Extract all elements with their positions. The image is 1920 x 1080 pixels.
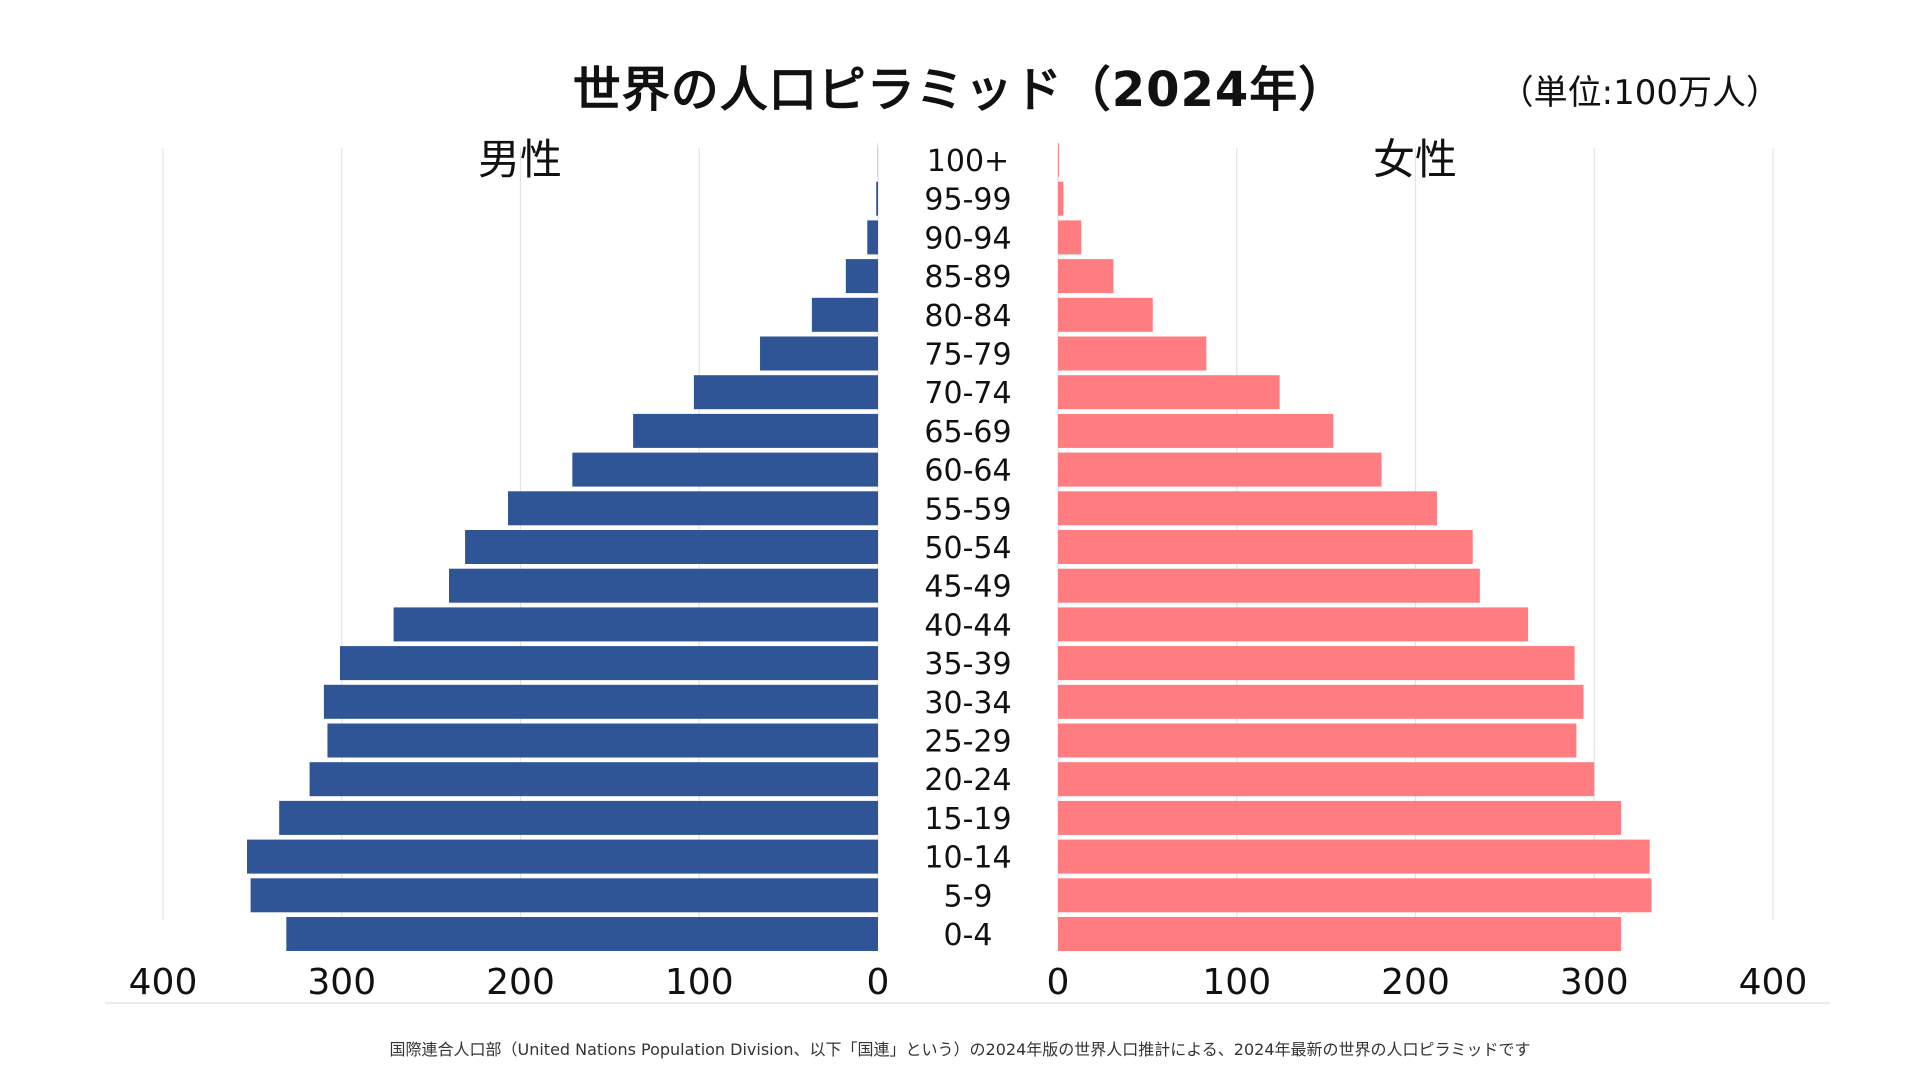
bar-female-20-24 [1058, 762, 1595, 797]
bar-male-75-79 [760, 336, 878, 371]
age-label-60-64: 60-64 [924, 454, 1011, 489]
bar-male-90-94 [867, 220, 878, 255]
bar-male-45-49 [449, 568, 878, 603]
unit-label: （単位:100万人） [1499, 73, 1780, 113]
age-label-5-9: 5-9 [944, 879, 993, 914]
age-label-10-14: 10-14 [924, 841, 1011, 876]
bar-female-75-79 [1058, 336, 1207, 371]
bar-female-80-84 [1058, 297, 1153, 332]
x-tick-right-200: 200 [1381, 962, 1450, 1003]
bar-male-25-29 [327, 723, 878, 758]
x-tick-right-100: 100 [1202, 962, 1271, 1003]
age-label-95-99: 95-99 [924, 183, 1011, 218]
bar-male-95-99 [876, 181, 878, 216]
female-bars [1058, 143, 1652, 951]
x-tick-left-400: 400 [129, 962, 198, 1003]
bar-male-60-64 [572, 452, 878, 487]
x-tick-left-200: 200 [486, 962, 555, 1003]
age-label-85-89: 85-89 [924, 260, 1011, 295]
bar-female-5-9 [1058, 878, 1652, 913]
age-label-0-4: 0-4 [944, 918, 993, 953]
bar-male-10-14 [247, 839, 878, 874]
bar-male-0-4 [286, 917, 878, 951]
bar-female-90-94 [1058, 220, 1082, 255]
bar-female-15-19 [1058, 800, 1622, 835]
bar-male-80-84 [811, 297, 878, 332]
age-label-15-19: 15-19 [924, 802, 1011, 837]
age-label-45-49: 45-49 [924, 570, 1011, 605]
bar-male-50-54 [465, 530, 878, 564]
bar-female-10-14 [1058, 839, 1650, 874]
age-label-50-54: 50-54 [924, 531, 1011, 566]
bar-male-30-34 [323, 684, 878, 719]
age-label-55-59: 55-59 [924, 492, 1011, 527]
age-label-70-74: 70-74 [924, 376, 1011, 411]
bar-female-95-99 [1058, 181, 1064, 216]
x-tick-left-100: 100 [665, 962, 734, 1003]
male-bars [247, 143, 878, 951]
bar-female-60-64 [1058, 452, 1382, 487]
bar-male-85-89 [845, 259, 878, 294]
bar-male-70-74 [693, 375, 878, 410]
age-label-30-34: 30-34 [924, 686, 1011, 721]
bar-male-5-9 [250, 878, 878, 913]
x-tick-right-400: 400 [1739, 962, 1808, 1003]
bar-male-40-44 [393, 607, 878, 642]
source-footnote: 国際連合人口部（United Nations Population Divisi… [389, 1040, 1531, 1059]
age-label-35-39: 35-39 [924, 647, 1011, 682]
bar-female-45-49 [1058, 568, 1480, 603]
bar-female-0-4 [1058, 917, 1622, 951]
bar-female-65-69 [1058, 413, 1334, 448]
x-tick-left-300: 300 [307, 962, 376, 1003]
female-label: 女性 [1373, 135, 1457, 184]
axis-ticks: 400 300 200 100 0 0 100 200 300 400 [129, 962, 1808, 1003]
bar-female-55-59 [1058, 491, 1437, 526]
bar-male-65-69 [633, 413, 878, 448]
bar-female-85-89 [1058, 259, 1114, 294]
x-tick-left-0: 0 [867, 962, 890, 1003]
bar-male-35-39 [339, 646, 878, 681]
age-label-65-69: 65-69 [924, 415, 1011, 450]
bar-male-55-59 [507, 491, 878, 526]
x-tick-right-0: 0 [1047, 962, 1070, 1003]
bar-female-50-54 [1058, 530, 1473, 564]
age-label-75-79: 75-79 [924, 338, 1011, 373]
bar-female-70-74 [1058, 375, 1280, 410]
age-label-40-44: 40-44 [924, 608, 1011, 643]
bar-female-40-44 [1058, 607, 1529, 642]
bar-female-25-29 [1058, 723, 1577, 758]
bar-female-30-34 [1058, 684, 1584, 719]
bar-male-20-24 [309, 762, 878, 797]
bar-female-100+ [1058, 143, 1059, 177]
bar-male-15-19 [279, 800, 878, 835]
age-label-100+: 100+ [927, 144, 1009, 179]
age-label-25-29: 25-29 [924, 725, 1011, 760]
x-tick-right-300: 300 [1560, 962, 1629, 1003]
male-label: 男性 [478, 135, 562, 184]
age-label-80-84: 80-84 [924, 299, 1011, 334]
chart-title: 世界の人口ピラミッド（2024年） [572, 62, 1348, 118]
age-label-20-24: 20-24 [924, 763, 1011, 798]
age-label-90-94: 90-94 [924, 221, 1011, 256]
bar-female-35-39 [1058, 646, 1575, 681]
